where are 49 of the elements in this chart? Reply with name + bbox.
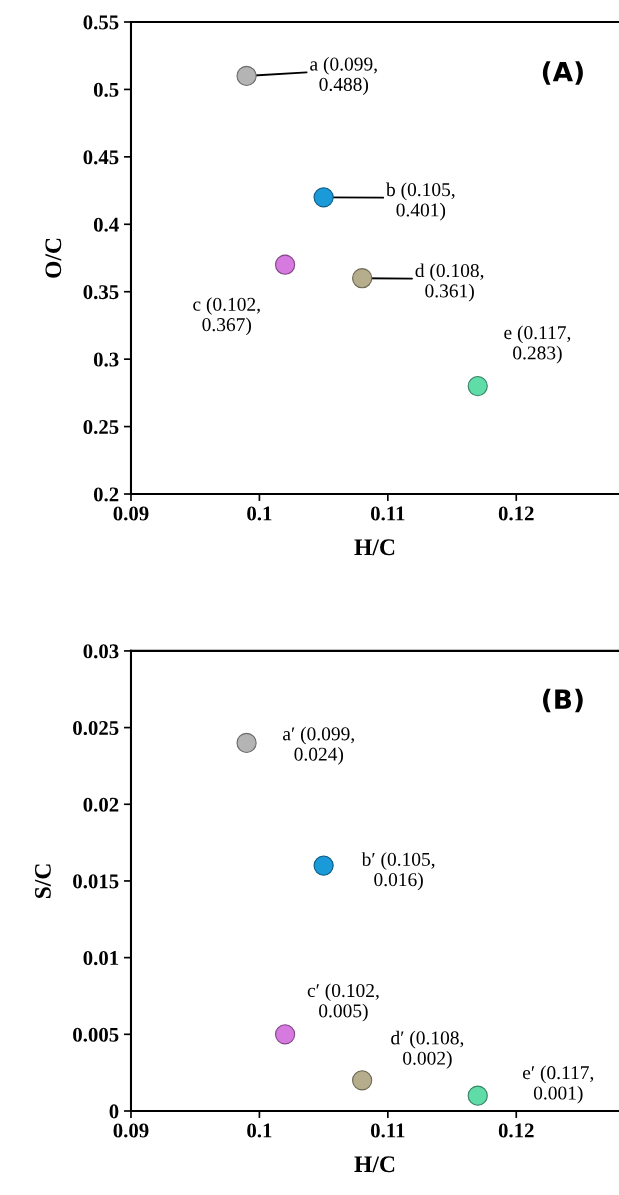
point — [236, 65, 257, 87]
annotation: d (0.108, 0.361) — [415, 263, 484, 302]
point — [274, 1024, 296, 1045]
annotation: a′ (0.099, 0.024) — [283, 726, 354, 765]
point — [236, 732, 257, 754]
x-tick-label: 0.11 — [370, 506, 405, 521]
annotation: e′ (0.117, 0.001) — [523, 1065, 594, 1104]
x-tick-label: 0.1 — [247, 1123, 272, 1138]
x-tick-label: 0.11 — [370, 1123, 405, 1138]
y-tick-label: 0.45 — [83, 150, 119, 165]
x-axis-title: H/C — [354, 539, 395, 556]
y-axis-title: S/C — [34, 864, 51, 899]
annotation: b (0.105, 0.401) — [386, 182, 455, 221]
x-tick-label: 0.12 — [498, 1123, 534, 1138]
x-tick-label: 0.1 — [247, 506, 272, 521]
point — [352, 1070, 373, 1091]
y-tick-label: 0.35 — [83, 285, 119, 300]
x-axis-title: H/C — [354, 1156, 395, 1173]
point — [313, 855, 334, 876]
x-tick-label: 0.09 — [113, 1123, 149, 1138]
y-tick-label: 0.005 — [73, 1027, 119, 1042]
y-tick-label: 0.2 — [93, 487, 119, 502]
y-tick-label: 0.5 — [93, 82, 119, 97]
point — [467, 375, 488, 397]
y-tick-label: 0.4 — [93, 217, 119, 232]
text: (A) — [542, 61, 583, 85]
annotation: a (0.099, 0.488) — [310, 56, 377, 95]
y-tick-label: 0.02 — [83, 797, 119, 812]
x-tick-label: 0.09 — [113, 506, 149, 521]
point — [313, 187, 334, 208]
point — [274, 254, 296, 275]
y-tick-label: 0.01 — [83, 951, 119, 966]
annotation: c′ (0.102, 0.005) — [307, 983, 379, 1022]
y-tick-label: 0.3 — [93, 352, 119, 367]
annotation: c (0.102, 0.367) — [193, 297, 260, 336]
annotation: b′ (0.105, 0.016) — [361, 852, 435, 891]
y-axis-title: O/C — [45, 238, 62, 278]
annotation: e (0.117, 0.283) — [504, 325, 571, 364]
x-tick-label: 0.12 — [498, 506, 534, 521]
y-tick-label: 0 — [109, 1104, 119, 1119]
point — [467, 1085, 488, 1106]
annotation: d′ (0.108, 0.002) — [391, 1030, 464, 1069]
y-tick-label: 0.015 — [73, 874, 119, 889]
point — [352, 268, 373, 289]
y-tick-label: 0.03 — [83, 644, 119, 659]
text: (B) — [543, 688, 583, 713]
y-tick-label: 0.25 — [83, 419, 119, 435]
y-tick-label: 0.55 — [83, 15, 119, 30]
y-tick-label: 0.025 — [73, 720, 119, 736]
